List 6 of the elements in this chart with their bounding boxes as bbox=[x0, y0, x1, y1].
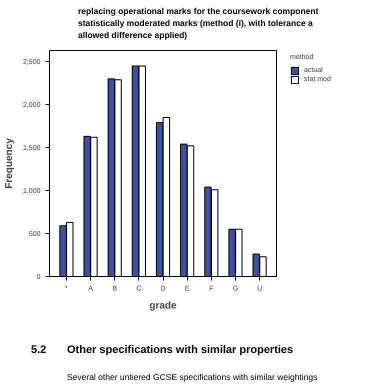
chart-title: replacing operational marks for the coursework component statistically moderated marks (method (i), with tolerance a allowed difference applied) bbox=[78, 5, 318, 41]
y-axis-title: Frequency bbox=[4, 138, 15, 189]
x-axis-title: grade bbox=[149, 300, 178, 312]
text: Other specifications with similar properties bbox=[67, 343, 294, 358]
text: 5.2 bbox=[31, 343, 46, 358]
text: Several other untiered GCSE specifications with similar weightings bbox=[67, 371, 318, 384]
